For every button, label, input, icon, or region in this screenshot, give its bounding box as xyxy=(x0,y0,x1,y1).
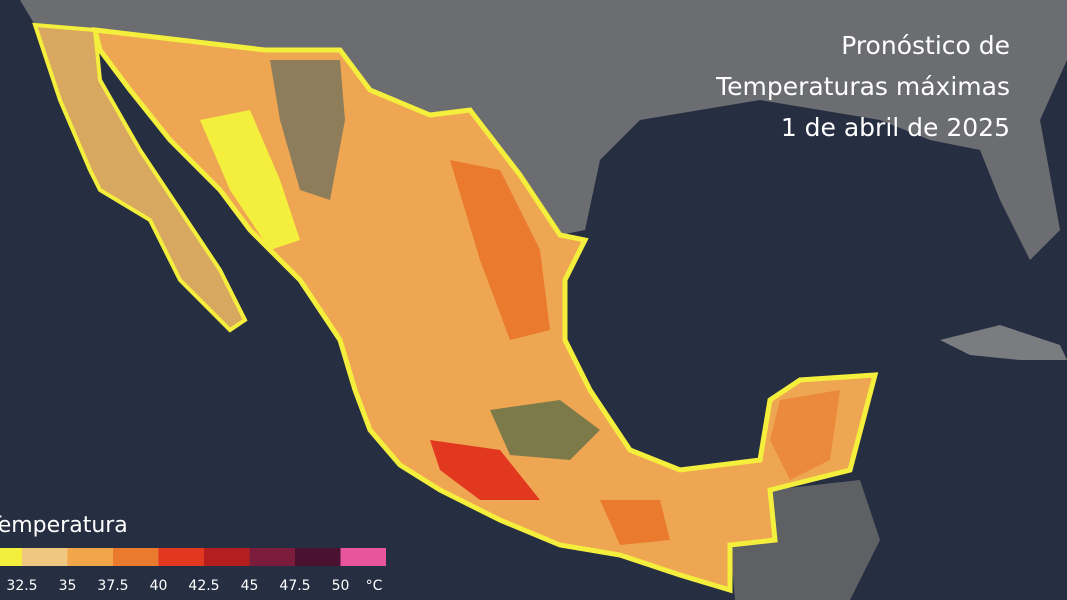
coast-zone xyxy=(200,110,300,250)
legend-swatch xyxy=(204,548,250,566)
legend-swatch xyxy=(340,548,386,566)
baja-california xyxy=(32,22,248,333)
hot-zone xyxy=(770,390,840,480)
sierra-zone xyxy=(270,60,345,200)
legend-tick-label: 42.5 xyxy=(188,578,219,594)
legend-tick-label: 40 xyxy=(150,578,168,594)
legend-tick-label: 47.5 xyxy=(279,578,310,594)
legend-swatch xyxy=(22,548,68,566)
legend-swatch xyxy=(67,548,113,566)
legend-tick-label: 37.5 xyxy=(97,578,128,594)
highland-zone xyxy=(490,400,600,460)
cuba xyxy=(940,325,1067,360)
legend-tick-label: 32.5 xyxy=(6,578,37,594)
legend-title: Temperatura xyxy=(0,513,128,538)
title-line: 1 de abril de 2025 xyxy=(781,113,1010,142)
legend-swatch xyxy=(295,548,341,566)
legend: Temperatura 32.5 35 37.5 40 42.5 45 47.5 50 °C xyxy=(0,513,386,594)
usa-land xyxy=(20,0,1067,260)
hot-zone xyxy=(450,160,550,340)
central-america xyxy=(730,480,880,600)
legend-unit: °C xyxy=(366,578,383,594)
legend-swatch xyxy=(0,548,22,566)
title-line: Pronóstico de xyxy=(841,31,1010,60)
legend-swatch xyxy=(113,548,159,566)
hot-zone xyxy=(430,440,540,500)
hot-zone xyxy=(600,500,670,545)
title-line: Temperaturas máximas xyxy=(715,72,1010,101)
legend-tick-label: 35 xyxy=(59,578,77,594)
legend-swatch xyxy=(249,548,295,566)
title-block: Pronóstico de Temperaturas máximas 1 de ab… xyxy=(715,31,1010,142)
legend-tick-label: 50 xyxy=(332,578,350,594)
mexico xyxy=(91,27,879,594)
legend-tick-label: 45 xyxy=(241,578,259,594)
legend-swatch xyxy=(158,548,204,566)
